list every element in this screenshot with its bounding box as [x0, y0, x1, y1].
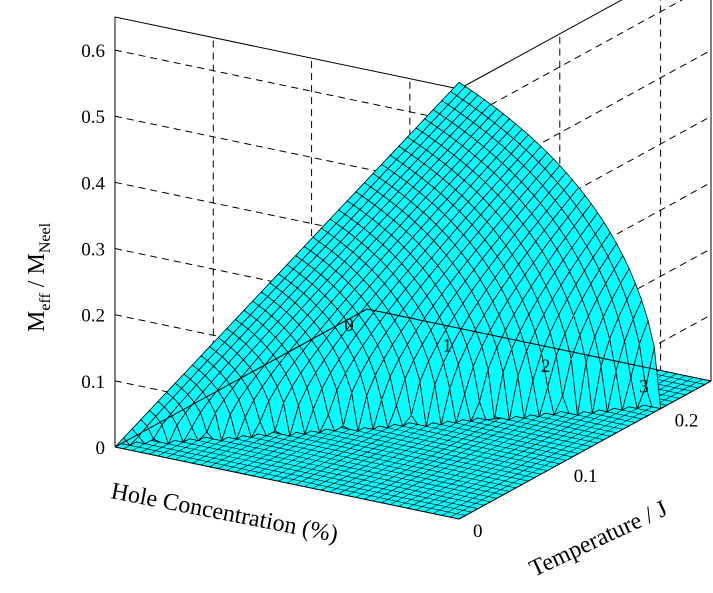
z-label-sub2: Neel — [37, 222, 54, 253]
top-right-edge — [458, 0, 623, 90]
z-tick-label: 0.6 — [81, 41, 105, 62]
y-axis-line — [114, 308, 368, 448]
x-tick-label: 1 — [443, 336, 453, 357]
y-axis-label: Temperature / J — [526, 496, 672, 583]
z-tick-label: 0 — [96, 438, 106, 459]
x-tick-label: 0 — [344, 315, 354, 336]
front-floor-edge — [366, 308, 712, 382]
z-label-sub1: eff — [37, 293, 54, 311]
z-gridline-left-wall — [114, 49, 460, 123]
z-tick-label: 0.1 — [81, 372, 105, 393]
y-tick-label: 0 — [473, 521, 483, 542]
z-tick-label: 0.3 — [81, 240, 105, 261]
front-edges — [114, 308, 712, 520]
tick-labels: 0 0.1 0.2 0.3 0.4 0.5 0.6 0 1 2 3 0 0.1 0.2 — [81, 41, 698, 542]
z-gridline-right-wall — [458, 0, 683, 123]
z-label-main: M — [24, 311, 50, 332]
floor-mesh-line-x — [450, 378, 703, 518]
z-tick-label: 0.5 — [81, 107, 105, 128]
z-axis-label: Meff / MNeel — [24, 222, 54, 332]
right-floor-edge — [458, 380, 712, 520]
top-front-edge — [114, 16, 460, 90]
z-tick-label: 0.2 — [81, 306, 105, 327]
y-tick-label: 0.1 — [574, 466, 598, 487]
x-tick-label: 3 — [639, 377, 649, 398]
z-tick-label: 0.4 — [81, 173, 105, 194]
z-label-mid: / M — [24, 253, 50, 293]
x-tick-label: 2 — [541, 356, 551, 377]
y-tick-label: 0.2 — [675, 411, 699, 432]
surface-mesh — [114, 81, 662, 448]
x-axis-label: Hole Concentration (%) — [109, 478, 340, 548]
x-axis-line — [114, 446, 460, 520]
